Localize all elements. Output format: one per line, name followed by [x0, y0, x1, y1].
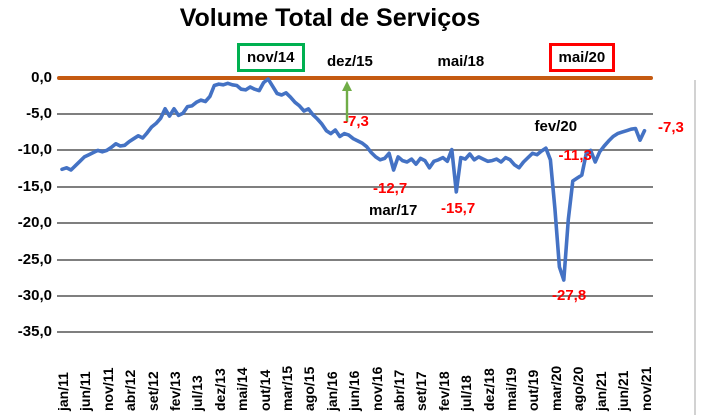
x-axis-label: mai/19 — [503, 367, 520, 411]
y-axis-label: -15,0 — [17, 177, 52, 195]
series-line — [60, 77, 647, 282]
gridline — [57, 258, 653, 261]
y-axis-label: -35,0 — [17, 323, 52, 341]
x-axis-label: ago/20 — [570, 366, 587, 411]
gridline — [57, 222, 653, 225]
annotation-box-mai20: mai/20 — [548, 43, 616, 72]
x-axis-label: nov/11 — [99, 367, 116, 411]
x-axis-label: jun/11 — [77, 371, 94, 411]
x-axis-label: abr/17 — [391, 369, 408, 411]
x-axis-label: abr/12 — [122, 369, 139, 411]
value-label-val_fev20: -11,3 — [558, 147, 592, 164]
y-axis-label: -5,0 — [26, 104, 52, 122]
right-edge-line — [694, 80, 696, 415]
y-axis-label: -10,0 — [17, 141, 52, 159]
annotation-mai18: mai/18 — [437, 53, 485, 70]
x-axis-label: jun/16 — [346, 370, 363, 411]
gridline — [57, 331, 653, 334]
chart-title: Volume Total de Serviços — [179, 4, 481, 32]
y-axis-label: -30,0 — [17, 287, 52, 305]
x-axis-label: jul/18 — [458, 375, 475, 411]
value-label-val_dez15: -7,3 — [343, 113, 369, 130]
x-axis-label: out/19 — [525, 369, 542, 411]
gridline — [57, 112, 653, 115]
x-axis-label: fev/18 — [435, 371, 452, 411]
y-axis-label: -25,0 — [17, 250, 52, 268]
value-label-val_mai18: -15,7 — [441, 200, 476, 217]
x-axis-label: dez/13 — [211, 368, 228, 411]
x-axis-label: mar/20 — [547, 365, 564, 411]
gridline — [57, 185, 653, 188]
x-axis-label: fev/13 — [167, 371, 184, 411]
x-axis-label: mar/15 — [279, 365, 296, 411]
value-label-val_mai20: -27,8 — [552, 287, 587, 304]
x-axis-label: dez/18 — [480, 368, 497, 411]
gridline — [57, 295, 653, 298]
y-axis-label: -20,0 — [17, 214, 52, 232]
x-axis-label: nov/16 — [368, 366, 385, 411]
trend-arrow-icon — [342, 81, 352, 91]
gridline — [57, 149, 653, 152]
x-axis-label: jul/13 — [189, 375, 206, 411]
value-label-val_nov21: -7,3 — [658, 119, 684, 136]
annotation-fev20: fev/20 — [534, 118, 578, 135]
x-axis-label: set/12 — [144, 371, 161, 411]
y-axis-label: 0,0 — [31, 68, 52, 86]
x-axis-label: out/14 — [256, 369, 273, 411]
x-axis-label: nov/21 — [637, 366, 654, 411]
x-axis-label: jan/16 — [323, 371, 340, 411]
annotation-mar17: mar/17 — [369, 202, 418, 219]
annotation-dez15: dez/15 — [327, 53, 373, 70]
value-label-val_mar17: -12,7 — [373, 180, 408, 197]
x-axis-label: jan/11 — [55, 372, 71, 411]
zero-baseline — [57, 75, 653, 80]
x-axis-label: jun/21 — [615, 370, 632, 411]
annotation-box-nov14: nov/14 — [237, 43, 305, 72]
x-axis-label: mai/14 — [234, 367, 251, 411]
x-axis-label: set/17 — [413, 371, 430, 411]
x-axis-label: jan/21 — [592, 371, 609, 411]
x-axis-label: ago/15 — [301, 366, 318, 411]
